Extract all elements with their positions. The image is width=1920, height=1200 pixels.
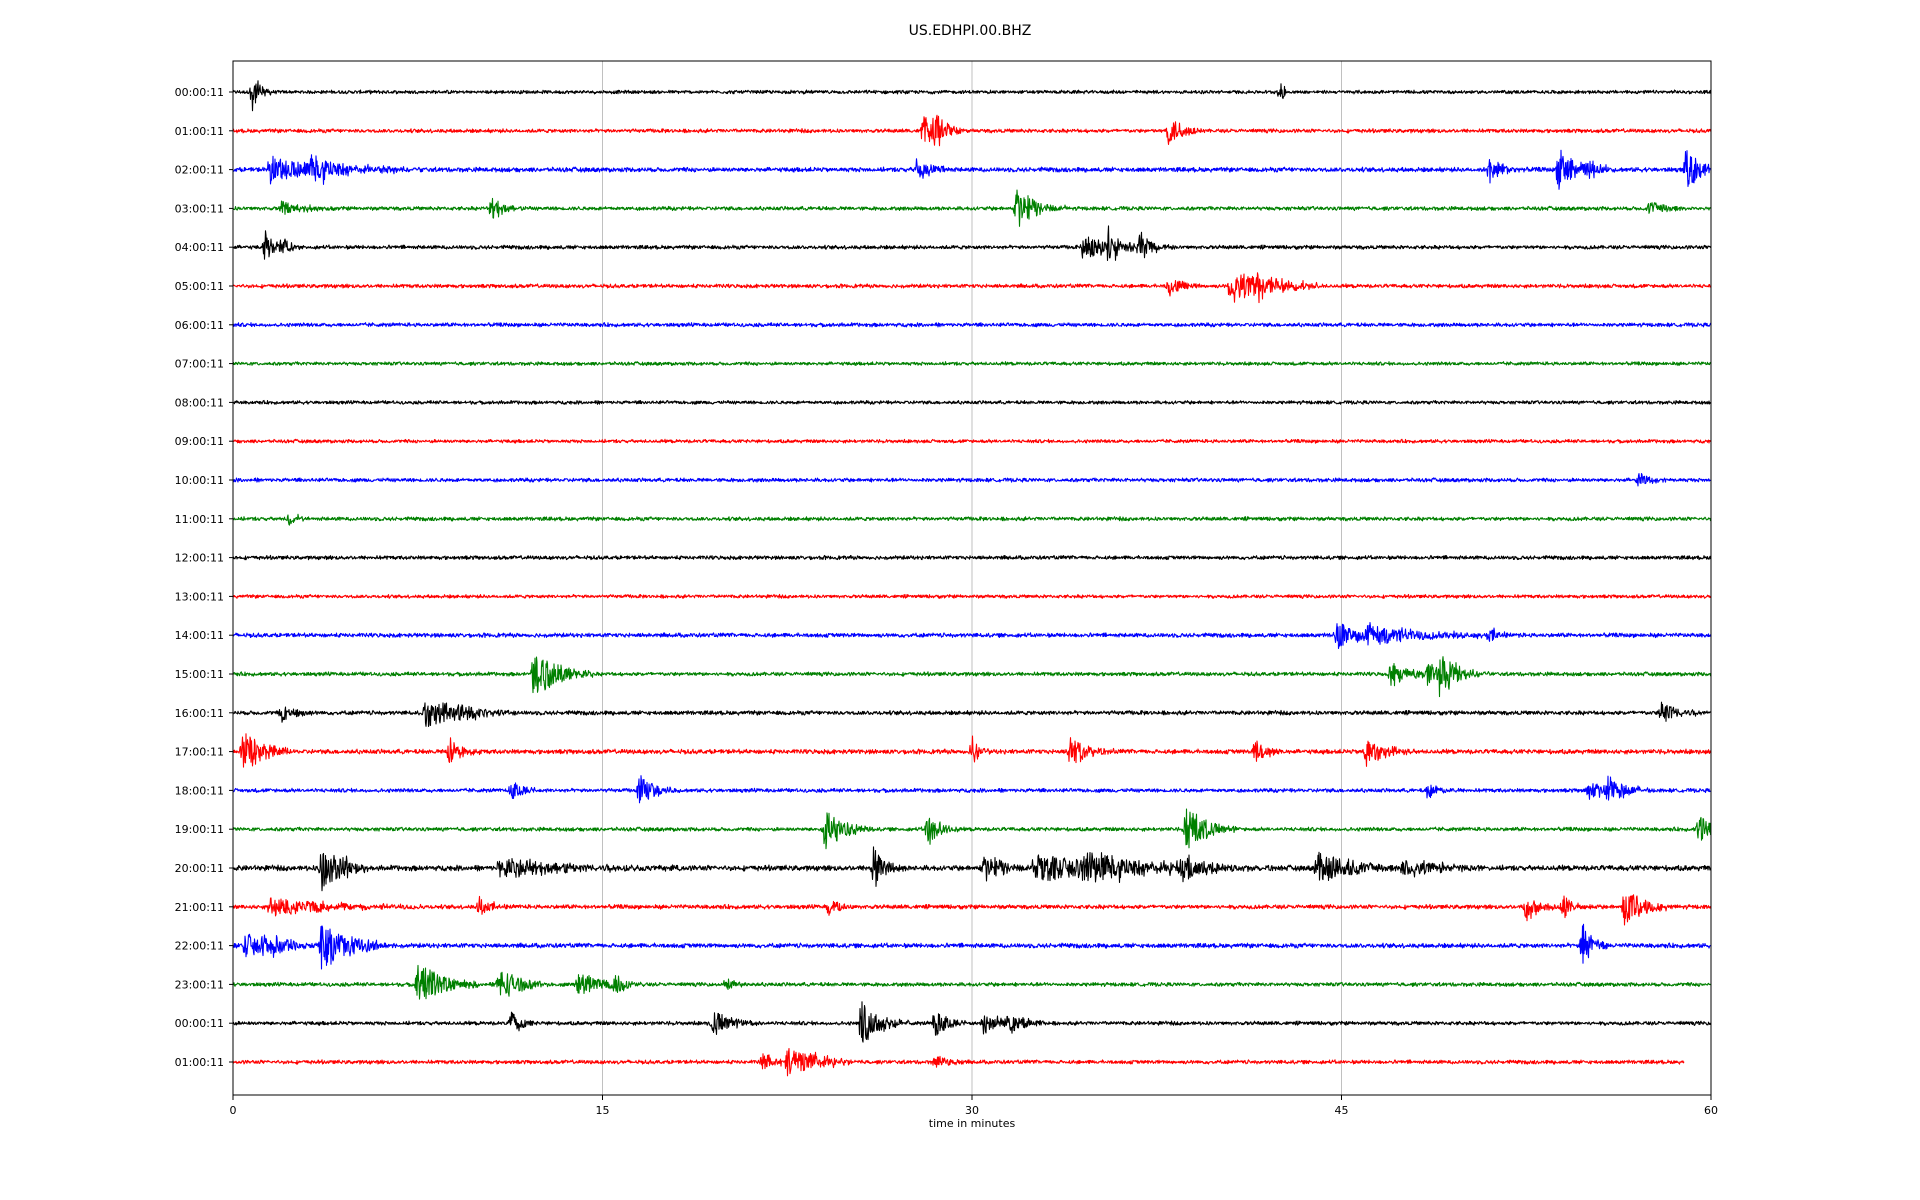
trace-line (232, 438, 1712, 444)
trace-line (232, 513, 1712, 526)
x-tick-label: 0 (230, 1104, 237, 1117)
row-label: 16:00:11 (175, 707, 224, 720)
trace-line (232, 593, 1712, 599)
row-label: 10:00:11 (175, 474, 224, 487)
x-tick-label: 30 (965, 1104, 979, 1117)
trace-line (232, 733, 1712, 768)
trace-line (232, 656, 1712, 698)
row-label: 18:00:11 (175, 784, 224, 797)
row-label: 06:00:11 (175, 319, 224, 332)
trace-line (232, 189, 1712, 227)
row-label: 08:00:11 (175, 396, 224, 409)
row-label: 19:00:11 (175, 823, 224, 836)
x-tick-label: 15 (596, 1104, 610, 1117)
trace-line (232, 272, 1712, 304)
row-label: 14:00:11 (175, 629, 224, 642)
x-tick-label: 45 (1335, 1104, 1349, 1117)
row-label: 01:00:11 (175, 125, 224, 138)
row-label: 04:00:11 (175, 241, 224, 254)
row-labels: 00:00:11 01:00:11 02:00:11 03:00:11 04:00:11… (175, 86, 233, 1069)
grid-layer (602, 61, 1342, 1095)
row-label: 17:00:11 (175, 746, 224, 759)
traces-layer (232, 80, 1712, 1077)
trace-line (232, 322, 1712, 328)
chart-title: US.EDHPI.00.BHZ (909, 23, 1032, 39)
x-axis-label: time in minutes (929, 1117, 1016, 1130)
trace-line (232, 114, 1712, 147)
trace-line (232, 149, 1712, 190)
row-label: 05:00:11 (175, 280, 224, 293)
row-label: 03:00:11 (175, 202, 224, 215)
trace-line (232, 701, 1712, 728)
trace-line (232, 846, 1712, 892)
x-tick-label: 60 (1704, 1104, 1718, 1117)
row-label: 12:00:11 (175, 552, 224, 565)
x-axis-ticks: 0 15 30 45 60 (230, 1095, 1718, 1117)
row-label: 15:00:11 (175, 668, 224, 681)
trace-line (232, 361, 1712, 367)
trace-line (232, 622, 1712, 650)
trace-line (232, 894, 1712, 926)
trace-line (232, 923, 1712, 970)
row-label: 22:00:11 (175, 940, 224, 953)
row-label: 11:00:11 (175, 513, 224, 526)
row-label: 00:00:11 (175, 1017, 224, 1030)
row-label: 02:00:11 (175, 164, 224, 177)
row-label: 20:00:11 (175, 862, 224, 875)
row-label: 07:00:11 (175, 358, 224, 371)
trace-line (232, 472, 1712, 487)
trace-line (232, 399, 1712, 405)
plot-frame (232, 60, 1712, 1096)
trace-line (232, 225, 1712, 262)
trace-line (232, 964, 1712, 1000)
trace-line (232, 775, 1712, 804)
trace-line (232, 1047, 1685, 1077)
row-label: 01:00:11 (175, 1056, 224, 1069)
trace-line (232, 808, 1712, 850)
row-label: 21:00:11 (175, 901, 224, 914)
trace-line (232, 554, 1712, 561)
trace-line (232, 1001, 1712, 1043)
row-label: 23:00:11 (175, 978, 224, 991)
trace-line (232, 80, 1712, 112)
row-label: 13:00:11 (175, 590, 224, 603)
row-label: 00:00:11 (175, 86, 224, 99)
row-label: 09:00:11 (175, 435, 224, 448)
